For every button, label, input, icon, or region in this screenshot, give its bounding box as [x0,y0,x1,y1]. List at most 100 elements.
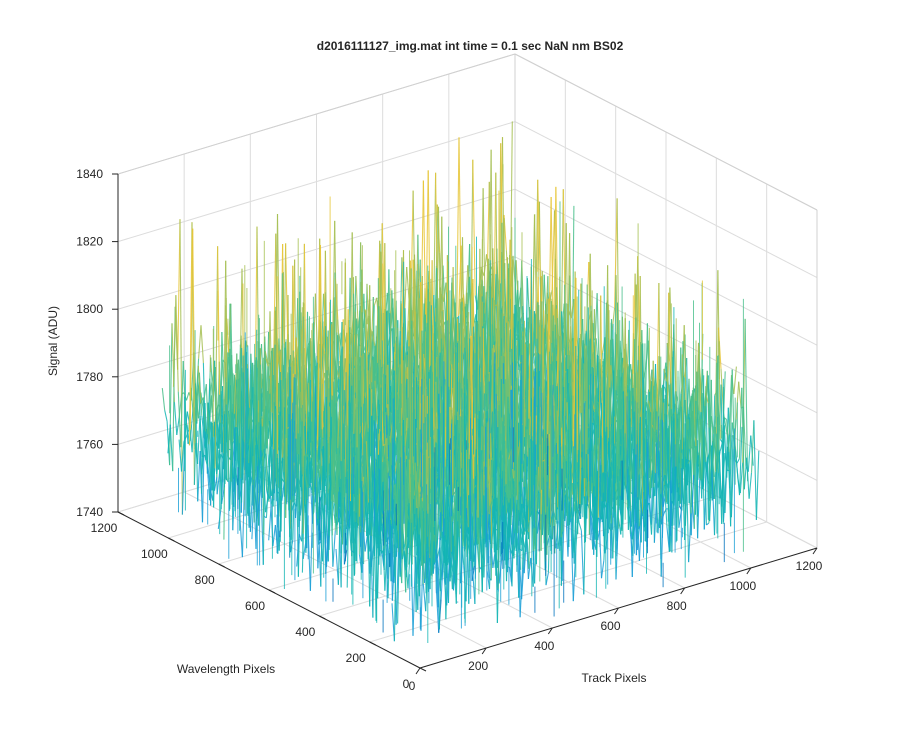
surface-segment [195,365,199,422]
surface-segment [305,453,310,459]
surface-segment [206,465,211,501]
box-edge [514,53,818,211]
surface-segment [185,392,190,401]
surface-segment [264,351,269,364]
surface-segment [425,170,429,339]
surface-segment [177,391,182,448]
surface-segment [175,295,179,392]
surface-segment [167,424,171,454]
surface-segment [239,518,243,558]
surface-segment [233,374,238,447]
surface-segment [265,496,269,513]
surface-segment [442,309,447,380]
surface-segment [303,243,308,457]
surface-segment [177,219,181,370]
surface-segment [458,245,462,316]
box-edge [117,53,516,175]
surface-segment [365,474,369,502]
surface-segment [267,446,271,497]
surface-segment [337,478,342,585]
surface-segment [205,384,210,445]
surface-segment [317,244,321,447]
surface-segment [208,410,213,491]
grid-line [514,188,818,346]
surface-segment [180,360,184,448]
surface-segment [264,405,268,492]
grid-line [117,121,516,243]
surface-segment [325,536,330,567]
surface-segment [363,481,368,532]
surface-segment [232,468,236,531]
surface-segment [325,492,329,544]
surface-segment [537,179,541,278]
surface-segment [374,380,378,425]
surface-segment [462,294,467,336]
surface-segment [595,338,600,372]
surface-segment [268,504,272,541]
surface-segment [200,325,204,364]
surface-segment [318,429,323,479]
surface-segment [389,443,394,467]
surface-segment [569,233,573,410]
surface-segment [180,441,185,472]
grid-line [514,121,818,279]
surface-segment [302,542,307,559]
surface-segment [205,431,209,467]
surface-segment [199,416,203,457]
surface-segment [486,181,490,292]
surface-segment [265,409,269,455]
surface-segment [317,523,322,587]
surface-segment [169,323,173,466]
surface-segment [483,291,488,314]
surface-segment [225,318,230,353]
surface-segment [422,180,427,339]
surface-segment [309,495,314,591]
surface-segment [197,416,201,465]
surface-segment [188,222,193,446]
surface-segment [189,409,194,440]
surface-segment [173,401,178,435]
surface-segment [316,238,321,462]
grid-line [117,188,516,310]
surface-segment [272,524,276,547]
surface-segment [217,246,221,424]
surface-segment [296,385,300,521]
surface-segment [337,319,341,363]
surface-segment [197,450,201,502]
surface-segment [198,325,202,359]
surface-segment [319,244,324,460]
surface-segment [404,339,408,367]
surface-segment [247,442,251,532]
surface-segment [161,388,166,411]
surface-segment [216,473,221,495]
surface-segment [214,246,219,469]
surface-segment [309,483,313,491]
grid-line [369,521,767,643]
surface-segment [248,415,252,464]
surface-segment [197,365,202,404]
surface-segment [532,356,536,383]
surface-segment [204,454,208,466]
surface-segment [207,466,211,491]
surface-segment [276,488,280,551]
surface-segment [322,250,326,428]
surface-segment [211,421,215,491]
surface-segment [176,417,180,435]
surface-segment [266,393,271,423]
surface-segment [456,137,460,337]
surface-segment [190,387,195,421]
surface-segment [178,439,183,472]
surface-segment [304,469,308,488]
surface-segment [390,356,394,401]
surface-segment [277,354,281,368]
surface-segment [200,400,205,494]
surface-segment [560,189,564,371]
surface-segment [472,159,476,296]
surface-segment [355,275,359,329]
surface-mesh [161,121,760,643]
surface-segment [476,248,481,438]
surface-segment [318,465,323,479]
surface-segment [260,480,264,565]
